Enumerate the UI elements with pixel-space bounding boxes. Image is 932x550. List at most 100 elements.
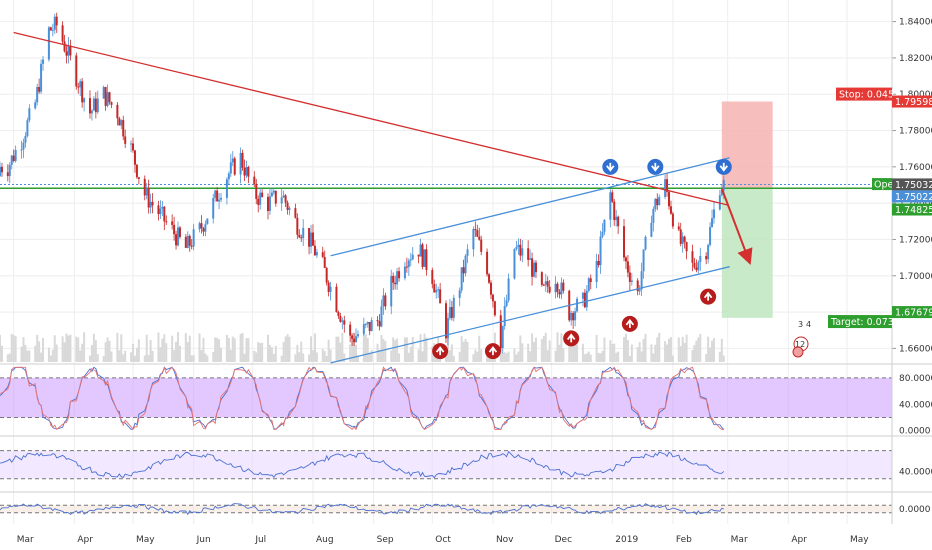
volume-bar (542, 336, 545, 362)
target-price-box (892, 306, 932, 319)
candle-body (466, 249, 469, 256)
volume-bar (20, 346, 23, 362)
volume-bar (560, 333, 563, 362)
volume-bar (378, 349, 381, 362)
candle-body (61, 25, 64, 42)
volume-bar (6, 354, 9, 362)
candle-body (149, 201, 152, 208)
candle-body (650, 222, 653, 237)
volume-bar (636, 347, 639, 362)
channel-lower[interactable] (330, 266, 730, 364)
time-label: Nov (496, 535, 514, 545)
volume-bar (697, 337, 700, 362)
candle-body (20, 149, 23, 151)
candle-body (513, 248, 516, 279)
candle-body (49, 27, 52, 31)
trendlines[interactable] (13, 31, 753, 364)
stop-zone[interactable] (721, 101, 773, 189)
entry-price-box (892, 203, 932, 216)
candle-body (529, 258, 532, 260)
candle-body (65, 51, 68, 56)
volume-bar (394, 340, 397, 362)
candle-body (102, 87, 105, 99)
volume-bar (529, 351, 532, 362)
candle-body (587, 278, 590, 291)
candle-body (527, 248, 530, 260)
volume-bar (611, 344, 614, 362)
candle-body (448, 307, 451, 319)
candle-body (370, 320, 373, 332)
badge-b: 4 (806, 320, 811, 329)
volume-bar (149, 339, 152, 362)
volume-bar (425, 337, 428, 362)
candle-body (707, 244, 710, 260)
target-label: Target: 0.073 (830, 317, 894, 328)
volume-bar (327, 339, 330, 362)
volume-bar (8, 353, 11, 362)
overlay-badges[interactable]: 3 4 12 (792, 320, 811, 358)
volume-bar (108, 340, 111, 362)
volume-bar (120, 334, 123, 362)
downtrend[interactable] (13, 31, 728, 206)
candle-body (574, 311, 577, 321)
candle-body (544, 281, 547, 285)
candle-body (394, 282, 397, 285)
volume-bar (597, 352, 600, 362)
candle-body (243, 167, 246, 176)
badge-c: 12 (795, 340, 805, 349)
volume-bar (65, 333, 68, 362)
candle-body (392, 276, 395, 283)
candle-body (664, 179, 667, 197)
candle-body (450, 307, 453, 318)
volume-bar (69, 334, 72, 362)
volume-bar (147, 354, 150, 362)
candle-body (192, 229, 195, 247)
candle-body (96, 98, 99, 113)
volume-bar (585, 353, 588, 362)
candle-body (351, 335, 354, 339)
candle-body (282, 195, 285, 198)
volume-bar (603, 337, 606, 362)
candle-body (720, 190, 723, 196)
candle-body (540, 272, 543, 285)
candle-body (133, 150, 136, 165)
up-arrow-icon (484, 343, 501, 360)
candle-body (308, 227, 311, 247)
volume-bar (94, 340, 97, 362)
candle-body (656, 198, 659, 206)
volume-bar (202, 337, 205, 362)
candle-body (163, 206, 166, 222)
channel-upper[interactable] (330, 157, 730, 257)
candle-body (718, 195, 721, 210)
candle-body (8, 164, 11, 177)
target-label-box (828, 315, 892, 329)
volume-bar (351, 334, 354, 362)
volume-bar (431, 346, 434, 362)
volume-bar (178, 345, 181, 362)
volume-bar (22, 337, 25, 362)
stochastic-band (0, 377, 892, 418)
target-price-label: 1.67679 (895, 308, 932, 319)
volume-bar (259, 343, 262, 362)
candle-body (458, 290, 461, 298)
candle-body (88, 98, 91, 114)
candle-body (681, 236, 684, 244)
volume-bar (284, 336, 287, 362)
candle-body (349, 324, 352, 336)
candle-body (63, 41, 66, 52)
time-label: Dec (555, 535, 572, 545)
candle-body (474, 229, 477, 231)
candle-body (548, 286, 551, 293)
volume-bar (75, 336, 78, 362)
candle-body (0, 166, 3, 173)
candle-body (419, 244, 422, 257)
candle-body (83, 98, 86, 103)
volume-bar (313, 333, 316, 362)
volume-bar (38, 341, 41, 362)
time-label: Jun (196, 535, 211, 545)
volume-bar (92, 333, 95, 362)
volume-bar (106, 337, 109, 362)
volume-bar (24, 344, 27, 362)
projection-arrow[interactable] (720, 188, 753, 265)
